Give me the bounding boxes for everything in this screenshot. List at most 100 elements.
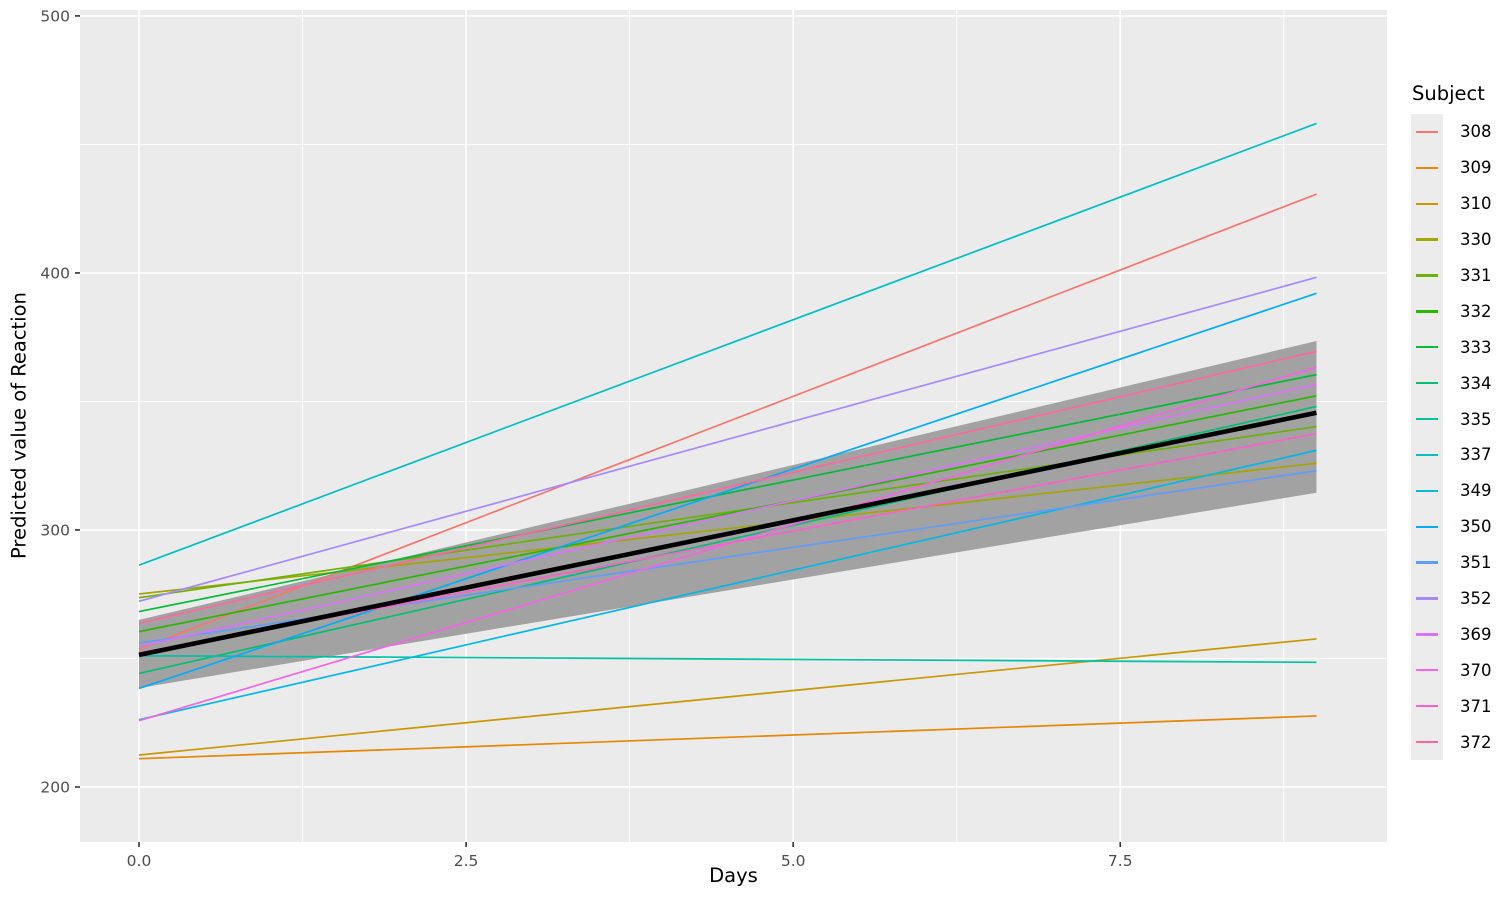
legend-key-swatch xyxy=(1411,616,1443,653)
legend-key-swatch xyxy=(1411,185,1443,222)
legend-key-line-icon xyxy=(1416,274,1438,277)
legend-item-349: 349 xyxy=(1411,472,1511,509)
legend-item-337: 337 xyxy=(1411,437,1511,473)
legend-item-label: 370 xyxy=(1460,660,1492,680)
legend-item-369: 369 xyxy=(1411,616,1511,653)
subject-line-332 xyxy=(138,394,1317,633)
legend-item-332: 332 xyxy=(1411,293,1511,330)
y-tick-label: 400 xyxy=(40,264,70,282)
legend-item-310: 310 xyxy=(1411,185,1511,222)
legend-item-label: 349 xyxy=(1460,481,1492,501)
legend-key-swatch xyxy=(1411,544,1443,581)
x-tick-label: 2.5 xyxy=(454,852,479,870)
legend-item-label: 333 xyxy=(1460,337,1492,357)
x-tick-label: 0.0 xyxy=(127,852,152,870)
legend-item-label: 308 xyxy=(1460,122,1492,142)
legend-item-label: 335 xyxy=(1460,409,1492,429)
legend-key-swatch xyxy=(1411,724,1443,761)
legend-item-label: 371 xyxy=(1460,696,1492,716)
legend-items: 308 309 310 330 331 332 333 334 335 337 349 350 351 3… xyxy=(1411,114,1511,761)
legend-key-swatch xyxy=(1411,221,1443,258)
legend-item-309: 309 xyxy=(1411,149,1511,186)
y-tick-label: 500 xyxy=(40,7,70,25)
subject-line-310 xyxy=(138,638,1317,756)
legend-item-372: 372 xyxy=(1411,724,1511,761)
legend-key-swatch xyxy=(1411,508,1443,545)
subject-line-369 xyxy=(138,383,1317,648)
fixed-effect-line xyxy=(138,410,1317,658)
legend-key-swatch xyxy=(1411,652,1443,689)
legend-key-swatch xyxy=(1411,257,1443,294)
legend: Subject 308 309 310 330 331 332 333 334 335 337 34… xyxy=(1411,82,1511,761)
subject-line-334 xyxy=(138,405,1317,675)
subject-line-335 xyxy=(138,654,1317,664)
legend-item-334: 334 xyxy=(1411,365,1511,402)
subject-line-349 xyxy=(138,449,1317,721)
legend-key-line-icon xyxy=(1416,489,1438,492)
legend-key-line-icon xyxy=(1416,346,1438,349)
subject-line-308 xyxy=(138,193,1317,650)
legend-key-swatch xyxy=(1411,688,1443,725)
legend-item-label: 332 xyxy=(1460,301,1492,321)
legend-key-swatch xyxy=(1411,580,1443,617)
legend-item-331: 331 xyxy=(1411,257,1511,294)
legend-item-370: 370 xyxy=(1411,652,1511,689)
legend-key-swatch xyxy=(1411,329,1443,366)
legend-item-333: 333 xyxy=(1411,329,1511,366)
subject-line-352 xyxy=(138,276,1317,603)
legend-key-line-icon xyxy=(1416,238,1438,241)
legend-title: Subject xyxy=(1412,82,1485,105)
legend-item-371: 371 xyxy=(1411,688,1511,725)
legend-key-line-icon xyxy=(1416,561,1438,564)
legend-key-line-icon xyxy=(1416,597,1438,600)
y-tick-label: 300 xyxy=(40,521,70,539)
legend-key-line-icon xyxy=(1416,202,1438,205)
legend-item-351: 351 xyxy=(1411,544,1511,581)
x-tick-label: 5.0 xyxy=(781,852,806,870)
legend-item-330: 330 xyxy=(1411,221,1511,258)
subject-line-333 xyxy=(138,373,1317,613)
legend-item-label: 310 xyxy=(1460,194,1492,214)
subject-line-350 xyxy=(138,292,1317,690)
legend-key-line-icon xyxy=(1416,633,1438,636)
legend-key-line-icon xyxy=(1416,310,1438,313)
legend-item-335: 335 xyxy=(1411,401,1511,438)
legend-key-swatch xyxy=(1411,437,1443,473)
x-tick-label: 7.5 xyxy=(1108,852,1133,870)
subject-line-309 xyxy=(138,715,1317,760)
legend-item-label: 351 xyxy=(1460,553,1492,573)
legend-item-label: 372 xyxy=(1460,732,1492,752)
legend-item-label: 350 xyxy=(1460,517,1492,537)
legend-item-label: 330 xyxy=(1460,230,1492,250)
legend-item-label: 337 xyxy=(1460,445,1492,465)
legend-key-line-icon xyxy=(1416,130,1438,134)
legend-key-line-icon xyxy=(1416,525,1438,528)
legend-key-line-icon xyxy=(1416,740,1438,744)
legend-item-350: 350 xyxy=(1411,508,1511,545)
legend-key-line-icon xyxy=(1416,453,1438,457)
legend-item-label: 352 xyxy=(1460,589,1492,609)
legend-key-swatch xyxy=(1411,149,1443,186)
legend-item-label: 334 xyxy=(1460,373,1492,393)
legend-key-swatch xyxy=(1411,293,1443,330)
y-axis-title: Predicted value of Reaction xyxy=(7,292,31,560)
legend-key-line-icon xyxy=(1416,669,1438,672)
legend-key-line-icon xyxy=(1416,382,1438,385)
x-axis-title: Days xyxy=(709,864,758,887)
legend-item-352: 352 xyxy=(1411,580,1511,617)
legend-key-swatch xyxy=(1411,401,1443,438)
legend-key-swatch xyxy=(1411,114,1443,150)
subject-line-337 xyxy=(138,122,1317,566)
legend-item-308: 308 xyxy=(1411,114,1511,150)
legend-key-line-icon xyxy=(1416,705,1438,708)
legend-key-line-icon xyxy=(1416,417,1438,421)
legend-key-swatch xyxy=(1411,365,1443,402)
legend-item-label: 369 xyxy=(1460,624,1492,644)
y-tick-label: 200 xyxy=(40,778,70,796)
legend-key-swatch xyxy=(1411,472,1443,509)
legend-item-label: 331 xyxy=(1460,266,1492,285)
legend-item-label: 309 xyxy=(1460,158,1492,178)
legend-key-line-icon xyxy=(1416,166,1438,169)
